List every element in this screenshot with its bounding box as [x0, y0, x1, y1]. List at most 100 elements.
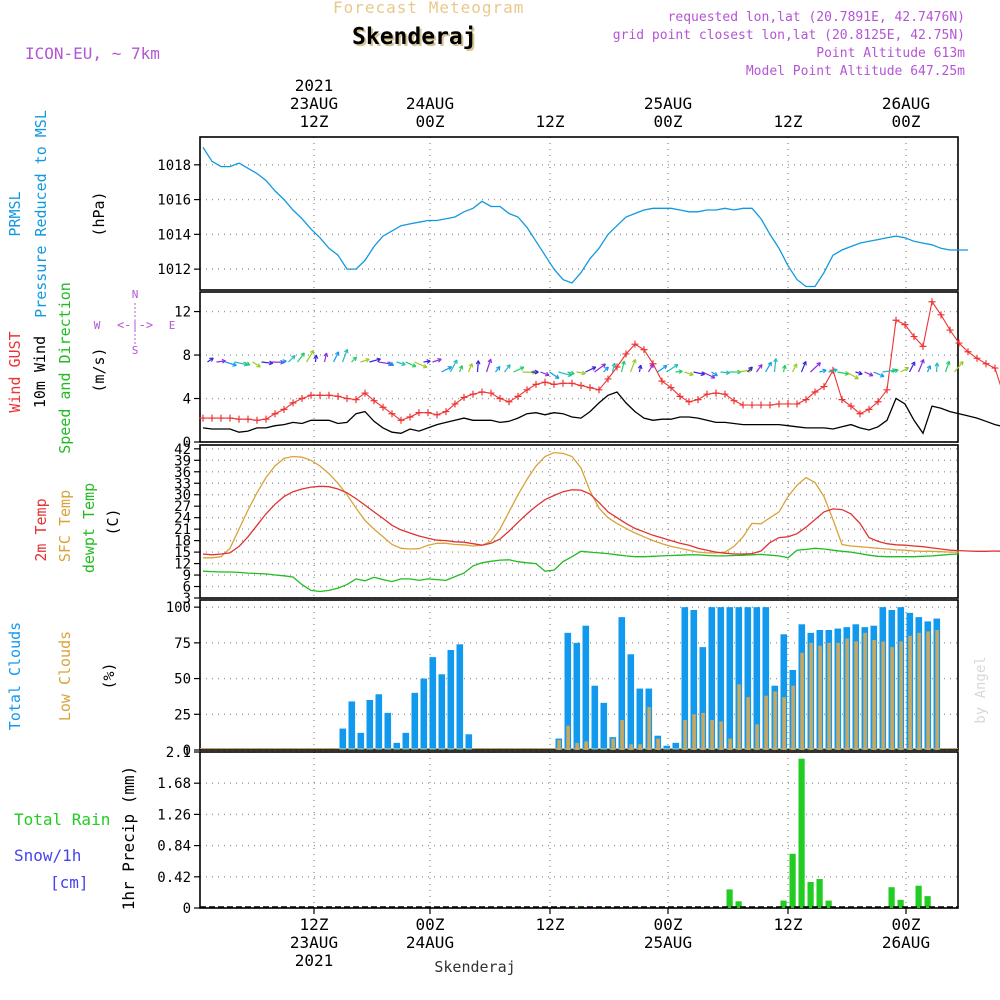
wind-arrow-head [710, 374, 716, 379]
wind-arrow [387, 361, 394, 366]
low-cloud-bar [746, 697, 750, 750]
y-tick-label: 6 [183, 580, 191, 596]
temperature-line-1 [203, 451, 959, 559]
wind-gust-point [514, 392, 522, 400]
wind-gust-point [253, 416, 261, 424]
total-cloud-bar [438, 674, 446, 750]
y-tick-label: 0 [183, 901, 191, 917]
wind-gust-point [505, 398, 513, 406]
wind-gust-point [469, 390, 477, 398]
wind-arrow [684, 371, 694, 376]
low-cloud-bar [926, 631, 930, 750]
temperature-line-2 [202, 547, 960, 593]
wind-gust-point [595, 386, 603, 394]
wind-arrow [432, 358, 442, 363]
pressure-unit-label: (hPa) [90, 191, 108, 236]
wind-arrow [341, 349, 348, 363]
wind-gust-point [541, 378, 549, 386]
temp-2m-label: 2m Temp [32, 498, 50, 561]
low-cloud-bar [764, 695, 768, 750]
wind-gust-point [334, 392, 342, 400]
low-cloud-bar [782, 697, 786, 750]
wind-gust-point [307, 391, 315, 399]
wind-arrow [611, 362, 616, 373]
compass-arrows: <-|-> [117, 318, 153, 332]
wind-gust-point [703, 390, 711, 398]
total-cloud-bar [366, 700, 374, 750]
low-cloud-bar [692, 714, 696, 750]
wind-arrow [396, 361, 406, 366]
low-cloud-bar [620, 720, 624, 750]
wind-gust-point [982, 360, 990, 368]
wind-arrow [323, 352, 328, 363]
total-cloud-bar [402, 732, 410, 750]
y-tick-label: 1018 [157, 158, 191, 174]
wind-gust-point [613, 363, 621, 371]
wind-gust-point [847, 402, 855, 410]
total-cloud-bar [447, 650, 455, 750]
total-cloud-bar [627, 654, 635, 750]
wind-arrow-head [475, 360, 481, 365]
low-cloud-bar [800, 652, 804, 750]
wind-arrow-head [422, 363, 428, 369]
wind-gust-point [721, 390, 729, 398]
total-cloud-bar [636, 688, 644, 750]
wind-arrow-head [245, 361, 251, 366]
wind-arrow [693, 371, 705, 376]
wind-gust-point [991, 364, 999, 372]
wind-gust-point [955, 339, 963, 347]
wind-gust-point [460, 393, 468, 401]
top-axis-label: 12Z [536, 112, 565, 131]
y-tick-label: 42 [174, 442, 191, 458]
total-cloud-bar [717, 607, 725, 750]
bottom-axis-label: 23AUG [290, 933, 338, 952]
wind-gust-point [865, 405, 873, 413]
wind-gust-point [658, 377, 666, 385]
wind-arrow [666, 364, 679, 373]
y-tick-label: 30 [174, 488, 191, 504]
y-tick-label: 18 [174, 534, 191, 550]
wind-arrow [657, 364, 668, 373]
wind-arrow-head [673, 363, 679, 369]
wind-arrow-head [920, 358, 925, 364]
low-cloud-bar [575, 742, 579, 750]
y-tick-label: 27 [174, 499, 191, 515]
wind-gust-point [757, 401, 765, 409]
wind-arrow [234, 361, 248, 366]
y-tick-label: 2.1 [166, 745, 191, 761]
y-tick-label: 75 [174, 636, 191, 652]
wind-gust-point [325, 391, 333, 399]
wind-gust-point [433, 411, 441, 419]
y-tick-label: 9 [183, 568, 191, 584]
wind-gust-point [415, 409, 423, 417]
bottom-axis-label: 00Z [654, 915, 683, 934]
precipitation-panel: 0 0.42 0.84 1.26 1.68 2.1 [157, 745, 959, 917]
wind-arrow-head [323, 352, 329, 358]
wind-direction-arrows [207, 348, 964, 380]
wind-arrow-head [300, 352, 305, 357]
wind-arrow-head [945, 360, 951, 366]
wind-gust-point [838, 396, 846, 404]
wind-arrow-head [343, 348, 349, 354]
total-cloud-bar [465, 734, 473, 750]
wind-arrow-head [868, 372, 874, 377]
wind-arrow [360, 358, 370, 363]
wind-arrow-head [309, 349, 315, 355]
y-tick-label: 24 [174, 511, 191, 527]
wind-gust-point [712, 389, 720, 397]
rain-bars [573, 758, 931, 908]
y-tick-label: 1016 [157, 193, 191, 209]
wind-arrow [297, 352, 305, 363]
y-tick-label: 12 [174, 557, 191, 573]
gridpoint-coords: grid point closest lon,lat (20.8125E, 42… [612, 28, 965, 43]
wind-gust-point [388, 410, 396, 418]
total-cloud-bar [591, 685, 599, 750]
wind-gust-point [811, 388, 819, 396]
low-cloud-bar [773, 691, 777, 750]
wind-arrow [810, 362, 821, 373]
wind-arrow [594, 363, 606, 373]
low-cloud-bar [557, 740, 561, 750]
pressure-title-label: PRMSL [6, 191, 24, 236]
wind-arrow-head [926, 365, 932, 370]
